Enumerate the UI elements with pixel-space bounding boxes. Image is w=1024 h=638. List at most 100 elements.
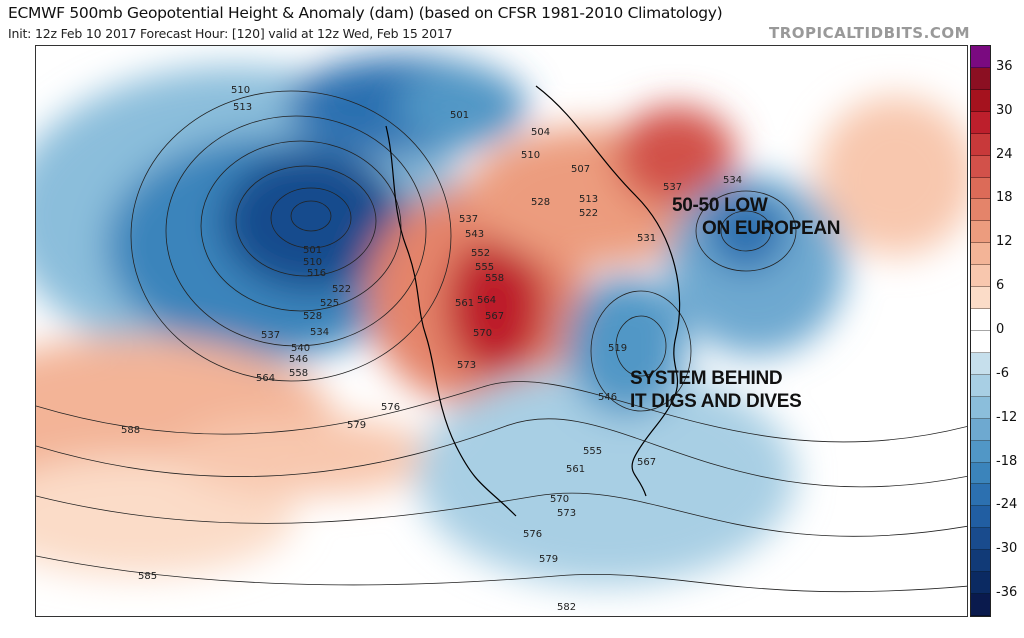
contour-label: 528	[303, 311, 322, 322]
contour-label: 582	[557, 602, 576, 613]
contour-label: 552	[471, 248, 490, 259]
contour-label: 522	[579, 208, 598, 219]
contour-label: 537	[459, 214, 478, 225]
contour-label: 585	[138, 571, 157, 582]
colorbar-swatch	[971, 89, 990, 112]
contour-label: 534	[723, 175, 742, 186]
contour-label: 573	[457, 360, 476, 371]
colorbar-swatch	[971, 528, 990, 551]
colorbar-label: 0	[996, 322, 1005, 337]
colorbar-swatch	[971, 396, 990, 419]
colorbar-label: -18	[996, 453, 1018, 469]
colorbar-label: -12	[996, 409, 1018, 425]
colorbar-swatch	[971, 572, 990, 595]
contour-label: 558	[289, 368, 308, 379]
colorbar	[970, 45, 991, 617]
colorbar-swatch	[971, 199, 990, 222]
contour-label: 510	[231, 85, 250, 96]
colorbar-swatch	[971, 133, 990, 156]
anomaly-map: 510 513 501 504 510 507 537 534 513 522 531 537 543 5…	[36, 56, 967, 613]
annotation-line: SYSTEM BEHIND	[630, 368, 783, 389]
map-title: ECMWF 500mb Geopotential Height & Anomal…	[8, 4, 723, 22]
contour-label: 531	[637, 233, 656, 244]
contour-label: 579	[539, 554, 558, 565]
colorbar-swatch	[971, 484, 990, 507]
contour-label: 546	[289, 354, 308, 365]
colorbar-swatch	[971, 594, 990, 616]
colorbar-swatch	[971, 221, 990, 244]
contour-label: 528	[531, 197, 550, 208]
contour-label: 519	[608, 343, 627, 354]
contour-label: 558	[485, 273, 504, 284]
colorbar-swatch	[971, 265, 990, 288]
brand-watermark: TROPICALTIDBITS.COM	[769, 24, 970, 42]
colorbar-label: 18	[996, 190, 1013, 206]
contour-label: 504	[531, 127, 550, 138]
annotation-line: 50-50 LOW	[672, 195, 768, 216]
contour-label: 564	[256, 373, 275, 384]
colorbar-label: 12	[996, 234, 1013, 250]
contour-label: 543	[465, 229, 484, 240]
colorbar-swatch	[971, 418, 990, 441]
colorbar-label: 30	[996, 102, 1013, 118]
contour-label: 573	[557, 508, 576, 519]
contour-label: 561	[455, 298, 474, 309]
colorbar-label: 6	[996, 278, 1005, 294]
contour-label: 588	[121, 425, 140, 436]
contour-label: 579	[347, 420, 366, 431]
colorbar-swatch	[971, 111, 990, 134]
contour-labels: 510 513 501 504 510 507 537 534 513 522 531 537 543 5…	[121, 85, 742, 613]
colorbar-swatch	[971, 440, 990, 463]
contour-label: 561	[566, 464, 585, 475]
contour-label: 501	[450, 110, 469, 121]
annotation-line: IT DIGS AND DIVES	[630, 391, 802, 412]
anomaly-fill	[36, 56, 967, 586]
contour-label: 567	[485, 311, 504, 322]
map-panel: 510 513 501 504 510 507 537 534 513 522 531 537 543 5…	[35, 45, 968, 617]
colorbar-label: -30	[996, 541, 1018, 557]
contour-label: 516	[307, 268, 326, 279]
colorbar-swatch	[971, 374, 990, 397]
contour-label: 570	[550, 494, 569, 505]
colorbar-swatch	[971, 155, 990, 178]
colorbar-label: 36	[996, 58, 1013, 74]
contour-label: 537	[663, 182, 682, 193]
contour-label: 564	[477, 295, 496, 306]
contour-label: 513	[233, 102, 252, 113]
colorbar-swatch	[971, 287, 990, 310]
map-subtitle: Init: 12z Feb 10 2017 Forecast Hour: [12…	[8, 26, 453, 41]
colorbar-swatch	[971, 309, 990, 331]
annotation-5050-low: 50-50 LOW ON EUROPEAN	[672, 194, 840, 240]
colorbar-swatch	[971, 177, 990, 200]
contour-label: 576	[381, 402, 400, 413]
contour-label: 540	[291, 343, 310, 354]
contour-label: 567	[637, 457, 656, 468]
coastlines	[385, 85, 681, 517]
colorbar-label: 24	[996, 146, 1013, 162]
colorbar-swatch	[971, 352, 990, 375]
colorbar-swatch	[971, 550, 990, 573]
colorbar-label: -24	[996, 497, 1018, 513]
colorbar-label: -36	[996, 585, 1018, 601]
contour-label: 510	[303, 257, 322, 268]
colorbar-swatch	[971, 46, 990, 68]
contour-label: 546	[598, 392, 617, 403]
contour-label: 555	[583, 446, 602, 457]
contour-label: 576	[523, 529, 542, 540]
contour-label: 525	[320, 298, 339, 309]
colorbar-swatch	[971, 331, 990, 353]
contour-label: 555	[475, 262, 494, 273]
contour-label: 522	[332, 284, 351, 295]
contour-label: 507	[571, 164, 590, 175]
height-contours	[36, 90, 967, 593]
contour-label: 513	[579, 194, 598, 205]
colorbar-swatch	[971, 67, 990, 90]
contour-label: 570	[473, 328, 492, 339]
contour-label: 537	[261, 330, 280, 341]
annotation-system: SYSTEM BEHIND IT DIGS AND DIVES	[630, 367, 802, 413]
colorbar-swatch	[971, 243, 990, 266]
contour-label: 534	[310, 327, 329, 338]
contour-label: 510	[521, 150, 540, 161]
colorbar-swatch	[971, 506, 990, 529]
colorbar-swatch	[971, 462, 990, 485]
